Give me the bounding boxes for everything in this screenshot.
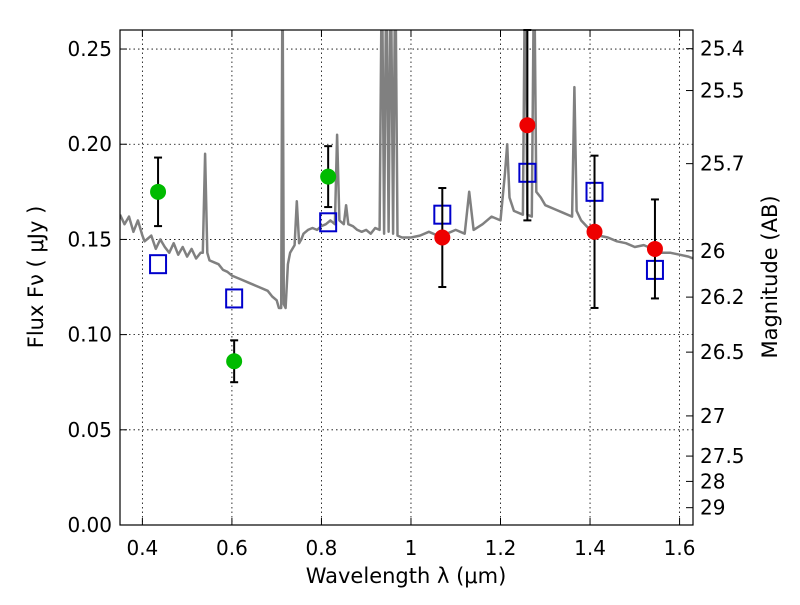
x-tick-label: 1.6 — [664, 536, 696, 560]
x-tick-label: 1.4 — [574, 536, 606, 560]
y2-tick-label: 27.5 — [700, 444, 745, 468]
observed-point — [226, 353, 243, 370]
y2-tick-label: 28 — [700, 469, 725, 493]
y2-tick-label: 26.2 — [700, 285, 745, 309]
y2-tick-label: 26 — [700, 239, 725, 263]
y-tick-label: 0.25 — [67, 37, 112, 61]
y-axis-label: Flux Fν ( μJy ) — [24, 206, 48, 349]
observed-point — [519, 117, 536, 134]
x-tick-label: 0.8 — [306, 536, 338, 560]
y-tick-label: 0.15 — [67, 227, 112, 251]
y-tick-label: 0.10 — [67, 323, 112, 347]
y2-tick-label: 25.4 — [700, 37, 745, 61]
x-axis-label: Wavelength λ (μm) — [306, 564, 507, 588]
spectrum-line — [120, 30, 693, 310]
y-tick-label: 0.05 — [67, 418, 112, 442]
observed-point — [646, 240, 663, 257]
observed-point — [434, 229, 451, 246]
x-tick-label: 0.4 — [126, 536, 158, 560]
y-tick-label: 0.20 — [67, 132, 112, 156]
observed-point — [150, 183, 167, 200]
observed-point — [586, 223, 603, 240]
plot-frame — [119, 29, 694, 526]
x-tick-label: 1.2 — [485, 536, 517, 560]
y2-tick-label: 29 — [700, 496, 725, 520]
y2-tick-label: 25.7 — [700, 152, 745, 176]
y2-tick-label: 26.5 — [700, 340, 745, 364]
ticks: 0.4 0.6 0.8 1 1.2 1.4 1.6 0.00 0.05 0.10 0.15 0.20 0… — [67, 30, 745, 560]
observed-point — [320, 168, 337, 185]
model-square — [149, 254, 168, 275]
data-layer — [120, 30, 693, 310]
y2-tick-label: 27 — [700, 404, 725, 428]
model-square — [319, 212, 338, 233]
y2-axis-label: Magnitude (AB) — [758, 195, 782, 358]
x-tick-label: 0.6 — [216, 536, 248, 560]
plot-background — [120, 30, 693, 525]
y2-tick-label: 25.5 — [700, 79, 745, 103]
model-square — [225, 288, 244, 309]
y-tick-label: 0.00 — [67, 513, 112, 537]
x-tick-label: 1 — [405, 536, 418, 560]
marker-layer — [149, 29, 664, 384]
